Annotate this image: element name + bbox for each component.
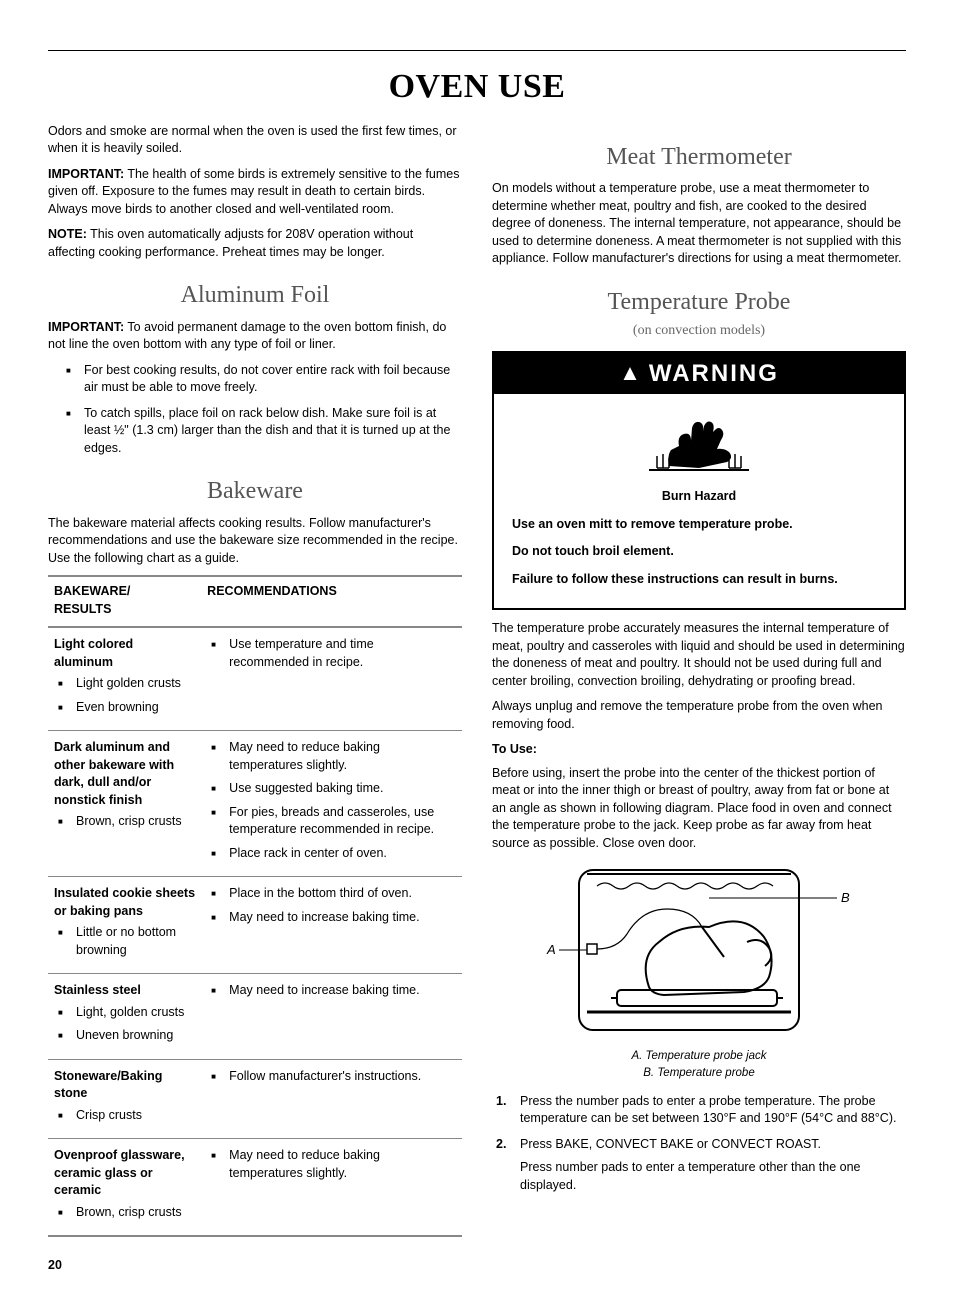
list-item: Light golden crusts <box>54 675 195 693</box>
list-item: 1. Press the number pads to enter a prob… <box>492 1093 906 1128</box>
aluminum-heading: Aluminum Foil <box>48 279 462 313</box>
table-header: BAKEWARE/RESULTS <box>48 576 201 627</box>
page-title: OVEN USE <box>48 63 906 111</box>
list-item: Use temperature and time recommended in … <box>207 636 456 671</box>
intro-p1: Odors and smoke are normal when the oven… <box>48 123 462 158</box>
list-item: Follow manufacturer's instructions. <box>207 1068 456 1086</box>
list-item: 2. Press BAKE, CONVECT BAKE or CONVECT R… <box>492 1136 906 1195</box>
left-column: Odors and smoke are normal when the oven… <box>48 123 462 1238</box>
aluminum-p: IMPORTANT: To avoid permanent damage to … <box>48 319 462 354</box>
bakeware-table: BAKEWARE/RESULTS RECOMMENDATIONS Light c… <box>48 575 462 1237</box>
table-row: Light colored aluminumLight golden crust… <box>48 627 462 731</box>
table-row: Ovenproof glassware, ceramic glass or ce… <box>48 1139 462 1237</box>
list-item: Even browning <box>54 699 195 717</box>
temp-probe-p2: Always unplug and remove the temperature… <box>492 698 906 733</box>
to-use-label: To Use: <box>492 741 906 759</box>
intro-p2: IMPORTANT: The health of some birds is e… <box>48 166 462 219</box>
warning-icon: ▲ <box>619 358 643 389</box>
temp-probe-subtitle: (on convection models) <box>492 321 906 341</box>
list-item: For pies, breads and casseroles, use tem… <box>207 804 456 839</box>
list-item: For best cooking results, do not cover e… <box>66 362 462 397</box>
warning-line: Failure to follow these instructions can… <box>512 571 886 589</box>
list-item: Crisp crusts <box>54 1107 195 1125</box>
list-item: May need to reduce baking temperatures s… <box>207 739 456 774</box>
table-row: Insulated cookie sheets or baking pansLi… <box>48 877 462 974</box>
diagram-label-b: B <box>841 890 850 905</box>
probe-diagram: A B <box>492 862 906 1042</box>
table-row: Stainless steelLight, golden crustsUneve… <box>48 974 462 1060</box>
temp-probe-p3: Before using, insert the probe into the … <box>492 765 906 853</box>
warning-box: ▲ WARNING Burn Hazard Use an oven mitt t… <box>492 351 906 611</box>
warning-header: ▲ WARNING <box>494 353 904 395</box>
warning-line: Do not touch broil element. <box>512 543 886 561</box>
temp-probe-p1: The temperature probe accurately measure… <box>492 620 906 690</box>
list-item: Brown, crisp crusts <box>54 813 195 831</box>
list-item: May need to reduce baking temperatures s… <box>207 1147 456 1182</box>
page-number: 20 <box>48 1257 906 1275</box>
list-item: Place rack in center of oven. <box>207 845 456 863</box>
list-item: May need to increase baking time. <box>207 909 456 927</box>
table-row: Dark aluminum and other bakeware with da… <box>48 731 462 877</box>
warning-line: Use an oven mitt to remove temperature p… <box>512 516 886 534</box>
meat-therm-p: On models without a temperature probe, u… <box>492 180 906 268</box>
list-item: Light, golden crusts <box>54 1004 195 1022</box>
aluminum-bullets: For best cooking results, do not cover e… <box>48 362 462 458</box>
temp-probe-heading: Temperature Probe <box>492 286 906 320</box>
burn-hazard-label: Burn Hazard <box>512 488 886 506</box>
bakeware-heading: Bakeware <box>48 475 462 509</box>
list-item: Uneven browning <box>54 1027 195 1045</box>
diagram-caption: A. Temperature probe jack B. Temperature… <box>492 1048 906 1080</box>
list-item: May need to increase baking time. <box>207 982 456 1000</box>
diagram-label-a: A <box>546 942 556 957</box>
intro-p3: NOTE: This oven automatically adjusts fo… <box>48 226 462 261</box>
list-item: Use suggested baking time. <box>207 780 456 798</box>
table-header: RECOMMENDATIONS <box>201 576 462 627</box>
meat-therm-heading: Meat Thermometer <box>492 141 906 175</box>
list-item: To catch spills, place foil on rack belo… <box>66 405 462 458</box>
right-column: Meat Thermometer On models without a tem… <box>492 123 906 1238</box>
warning-body: Burn Hazard Use an oven mitt to remove t… <box>494 484 904 608</box>
burn-hand-icon <box>494 394 904 484</box>
bakeware-intro: The bakeware material affects cooking re… <box>48 515 462 568</box>
content-columns: Odors and smoke are normal when the oven… <box>48 123 906 1238</box>
table-row: Stoneware/Baking stoneCrisp crustsFollow… <box>48 1059 462 1139</box>
list-item: Little or no bottom browning <box>54 924 195 959</box>
list-item: Place in the bottom third of oven. <box>207 885 456 903</box>
list-item: Brown, crisp crusts <box>54 1204 195 1222</box>
probe-steps: 1. Press the number pads to enter a prob… <box>492 1093 906 1195</box>
